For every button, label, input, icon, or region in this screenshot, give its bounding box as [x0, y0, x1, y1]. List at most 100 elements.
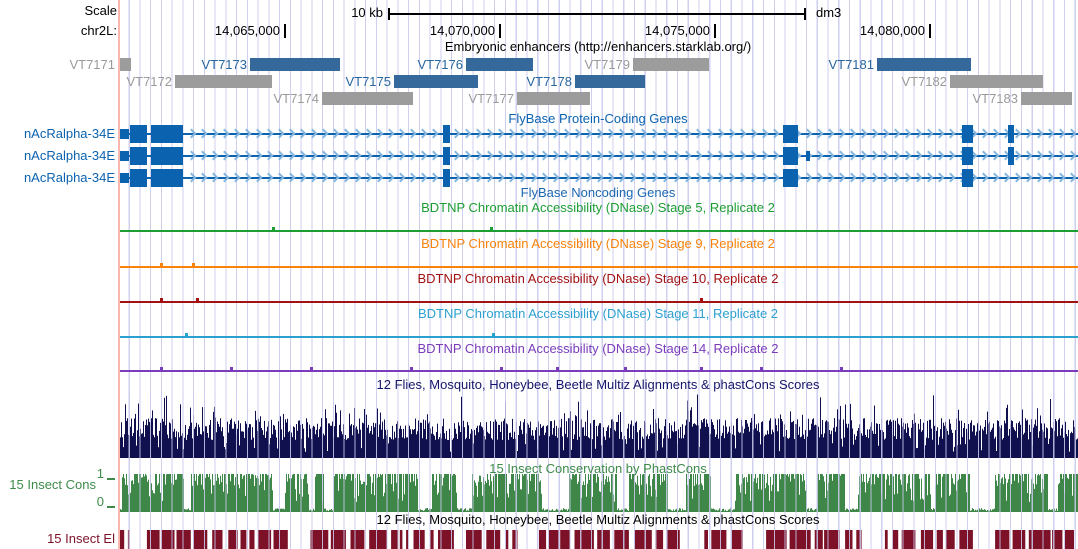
- bdtnp-signal-bump: [160, 298, 163, 301]
- gene-exon[interactable]: [120, 173, 129, 183]
- coordinate-tick-mark: [929, 24, 931, 38]
- gene-exon[interactable]: [120, 151, 129, 161]
- bdtnp-signal-line-2[interactable]: [118, 301, 1078, 303]
- enhancer-label-vt7177: VT7177: [468, 91, 514, 106]
- phastcons-left-label: 15 Insect Cons: [9, 477, 96, 492]
- enhancer-box-vt7172[interactable]: [175, 75, 272, 88]
- enhancer-label-vt7176: VT7176: [417, 57, 463, 72]
- bdtnp-signal-line-3[interactable]: [118, 336, 1078, 338]
- enhancer-label-vt7174: VT7174: [273, 91, 319, 106]
- gene-exon[interactable]: [1008, 125, 1014, 143]
- bdtnp-track-title-3: BDTNP Chromatin Accessibility (DNase) St…: [417, 306, 779, 321]
- bdtnp-signal-line-4[interactable]: [118, 370, 1078, 372]
- bdtnp-signal-bump: [160, 367, 163, 370]
- coordinate-tick-label: 14,075,000: [644, 23, 710, 38]
- enhancer-box-vt7176[interactable]: [466, 58, 533, 71]
- gene-exon[interactable]: [783, 169, 798, 187]
- gene-exon[interactable]: [151, 125, 183, 143]
- gene-exon[interactable]: [783, 147, 798, 165]
- enhancer-box-vt7178[interactable]: [575, 75, 645, 88]
- enhancer-label-vt7183: VT7183: [972, 91, 1018, 106]
- position-highlight-line: [118, 0, 120, 549]
- bdtnp-signal-line-1[interactable]: [118, 266, 1078, 268]
- gene-exon[interactable]: [151, 147, 183, 165]
- enhancer-box-vt7171[interactable]: [118, 58, 131, 71]
- enhancer-box-vt7174[interactable]: [322, 92, 413, 105]
- gene-intron-line-1[interactable]: [120, 155, 1078, 157]
- gene-exon[interactable]: [962, 147, 973, 165]
- chromosome-label: chr2L:: [80, 23, 117, 38]
- enhancer-box-vt7175[interactable]: [394, 75, 478, 88]
- gene-exon[interactable]: [962, 169, 973, 187]
- conserved-elements-left-label: 15 Insect El: [47, 531, 115, 546]
- bdtnp-signal-bump: [490, 227, 493, 230]
- phastcons-track-title: 15 Insect Conservation by PhastCons: [489, 461, 707, 476]
- scale-bar-left-cap: [388, 8, 390, 20]
- gene-exon[interactable]: [1008, 147, 1014, 165]
- gene-intron-line-0[interactable]: [120, 133, 1078, 135]
- enhancer-box-vt7179[interactable]: [633, 58, 709, 71]
- gene-exon[interactable]: [130, 169, 147, 187]
- enhancer-label-vt7181: VT7181: [828, 57, 874, 72]
- enhancer-box-vt7182[interactable]: [950, 75, 1043, 88]
- enhancer-box-vt7177[interactable]: [517, 92, 590, 105]
- bdtnp-signal-bump: [410, 367, 413, 370]
- bdtnp-signal-bump: [492, 333, 495, 336]
- bdtnp-signal-line-0[interactable]: [118, 230, 1078, 232]
- assembly-label: dm3: [816, 5, 842, 20]
- gene-exon[interactable]: [962, 125, 973, 143]
- coordinate-tick-label: 14,070,000: [429, 23, 495, 38]
- enhancer-label-vt7179: VT7179: [584, 57, 630, 72]
- gene-label-0: nAcRalpha-34E: [23, 126, 115, 141]
- gene-intron-line-2[interactable]: [120, 177, 1078, 179]
- enhancer-label-vt7171: VT7171: [69, 57, 115, 72]
- bdtnp-signal-bump: [840, 367, 843, 370]
- gene-exon[interactable]: [130, 147, 147, 165]
- gene-exon[interactable]: [151, 169, 183, 187]
- bdtnp-signal-bump: [700, 367, 703, 370]
- gene-exon[interactable]: [443, 147, 450, 165]
- enhancer-box-vt7181[interactable]: [877, 58, 971, 71]
- bdtnp-signal-bump: [185, 333, 188, 336]
- coordinate-tick-mark: [499, 24, 501, 38]
- bdtnp-signal-bump: [310, 367, 313, 370]
- enhancers-track-title: Embryonic enhancers (http://enhancers.st…: [444, 39, 752, 54]
- enhancer-label-vt7173: VT7173: [201, 57, 247, 72]
- bdtnp-track-title-1: BDTNP Chromatin Accessibility (DNase) St…: [421, 236, 775, 251]
- protein-coding-genes-track-title: FlyBase Protein-Coding Genes: [508, 111, 688, 126]
- bdtnp-signal-bump: [624, 367, 627, 370]
- enhancer-box-vt7183[interactable]: [1021, 92, 1072, 105]
- scale-bar-text: 10 kb: [351, 5, 383, 20]
- coordinate-tick-mark: [714, 24, 716, 38]
- noncoding-genes-track-title: FlyBase Noncoding Genes: [520, 185, 676, 200]
- bdtnp-signal-bump: [160, 263, 163, 266]
- gene-label-1: nAcRalpha-34E: [23, 148, 115, 163]
- guideline-overlay-phastcons: [118, 474, 1078, 512]
- gene-exon[interactable]: [120, 129, 129, 139]
- gene-exon[interactable]: [443, 169, 450, 187]
- guideline-overlay-elements: [118, 530, 1078, 549]
- bdtnp-signal-bump: [500, 367, 503, 370]
- scale-bar-right-cap: [804, 8, 806, 20]
- bdtnp-signal-bump: [192, 263, 195, 266]
- bdtnp-signal-bump: [272, 227, 275, 230]
- enhancer-label-vt7178: VT7178: [526, 74, 572, 89]
- bdtnp-track-title-4: BDTNP Chromatin Accessibility (DNase) St…: [417, 341, 779, 356]
- coordinate-tick-label: 14,080,000: [859, 23, 925, 38]
- scale-bar: [388, 13, 806, 15]
- phastcons-axis-max-tick: [107, 478, 115, 480]
- coordinate-tick-mark: [284, 24, 286, 38]
- gene-exon[interactable]: [443, 125, 450, 143]
- gene-exon[interactable]: [130, 125, 147, 143]
- gene-exon[interactable]: [806, 151, 810, 161]
- scale-label: Scale: [84, 3, 117, 18]
- bdtnp-signal-bump: [556, 367, 559, 370]
- enhancer-box-vt7173[interactable]: [250, 58, 340, 71]
- bdtnp-track-title-2: BDTNP Chromatin Accessibility (DNase) St…: [417, 271, 779, 286]
- enhancer-label-vt7175: VT7175: [345, 74, 391, 89]
- gene-label-2: nAcRalpha-34E: [23, 170, 115, 185]
- coordinate-tick-label: 14,065,000: [214, 23, 280, 38]
- bdtnp-signal-bump: [760, 367, 763, 370]
- gene-exon[interactable]: [783, 125, 798, 143]
- phastcons-axis-min-tick: [107, 506, 115, 508]
